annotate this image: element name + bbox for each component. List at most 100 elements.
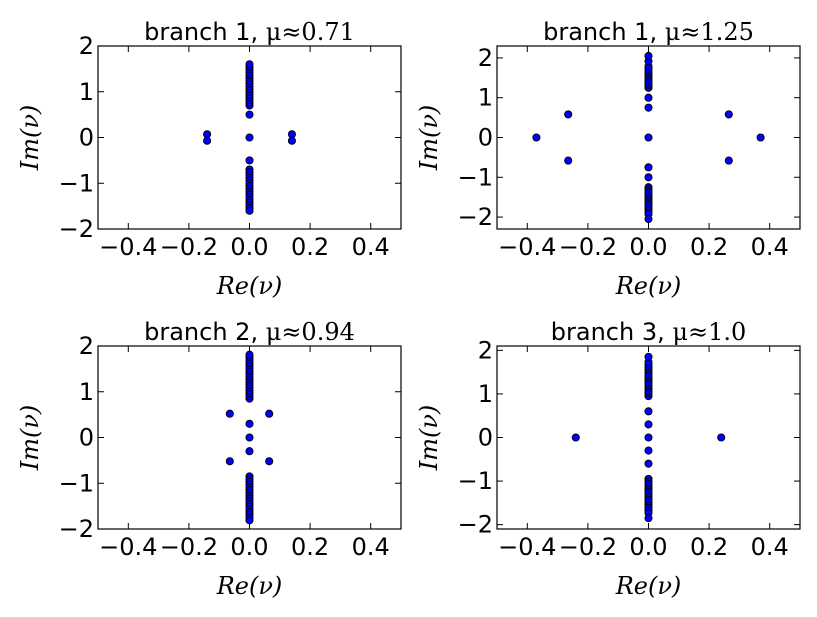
subplot-title-mu: μ≈0.94 [266, 318, 355, 346]
data-point [644, 514, 653, 523]
x-tick-label: 0.4 [352, 233, 390, 261]
y-axis-label: Im(ν) [16, 105, 44, 172]
data-point [225, 409, 234, 418]
subplot-title-text: branch 2, [144, 318, 266, 346]
subplot-1: branch 1, μ≈0.71 −0.4 −0.2 0.0 0.2 0.4 2 1 0 −1 −2… [16, 18, 402, 300]
y-tick-label: 1 [79, 378, 94, 406]
subplot-title-text: branch 1, [543, 18, 665, 46]
data-point [245, 60, 254, 69]
data-point [571, 433, 580, 442]
x-tick-label: 0.0 [629, 233, 667, 261]
data-point [265, 457, 274, 466]
x-axis-label: Re(ν) [216, 572, 283, 600]
x-tick-label: −0.4 [498, 233, 556, 261]
y-tick-label: −2 [59, 515, 94, 543]
y-tick-label: −1 [59, 469, 94, 497]
x-axis-label: Re(ν) [615, 272, 682, 300]
data-point [203, 136, 212, 145]
y-tick-label: 0 [79, 124, 94, 152]
data-point [644, 173, 653, 182]
x-axis-label: Re(ν) [216, 272, 283, 300]
x-tick-label: −0.4 [498, 533, 556, 561]
y-tick-label: 0 [478, 424, 493, 452]
y-tick-label: 2 [478, 44, 493, 72]
data-point [644, 352, 653, 361]
data-point [532, 133, 541, 142]
subplot-title-text: branch 1, [144, 18, 266, 46]
y-tick-label: 0 [79, 424, 94, 452]
y-tick-label: −2 [458, 203, 493, 231]
data-point [287, 136, 296, 145]
subplot-2: branch 1, μ≈1.25 −0.4 −0.2 0.0 0.2 0.4 2 1 0 −1 −2… [415, 18, 801, 300]
data-point [644, 459, 653, 468]
data-point [245, 156, 254, 165]
data-point [644, 51, 653, 60]
data-point [644, 103, 653, 112]
x-tick-label: 0.4 [751, 533, 789, 561]
x-tick-label: 0.2 [291, 233, 329, 261]
y-tick-label: −1 [458, 467, 493, 495]
data-point [245, 110, 254, 119]
data-point [225, 457, 234, 466]
data-point [265, 409, 274, 418]
x-axis-label: Re(ν) [615, 572, 682, 600]
x-tick-label: 0.0 [230, 233, 268, 261]
data-point [644, 93, 653, 102]
subplot-4: branch 3, μ≈1.0 −0.4 −0.2 0.0 0.2 0.4 2 1 0 −1 −2 R… [415, 318, 801, 600]
data-point [644, 420, 653, 429]
subplot-title: branch 1, μ≈0.71 [144, 18, 355, 46]
y-tick-label: 1 [79, 78, 94, 106]
subplot-title-mu: μ≈0.71 [266, 18, 355, 46]
y-tick-label: 2 [478, 336, 493, 364]
data-point [245, 516, 254, 525]
x-tick-label: 0.2 [690, 533, 728, 561]
x-tick-label: −0.4 [99, 533, 157, 561]
subplot-title: branch 1, μ≈1.25 [543, 18, 754, 46]
data-point [644, 407, 653, 416]
x-tick-label: −0.4 [99, 233, 157, 261]
y-axis-label: Im(ν) [16, 405, 44, 472]
data-point [245, 419, 254, 428]
y-tick-label: −2 [59, 215, 94, 243]
data-point [245, 133, 254, 142]
x-tick-label: −0.2 [160, 233, 218, 261]
data-point [717, 433, 726, 442]
data-point [644, 163, 653, 172]
data-point [756, 133, 765, 142]
y-axis-label: Im(ν) [415, 105, 443, 172]
x-tick-label: −0.2 [559, 533, 617, 561]
subplot-title: branch 3, μ≈1.0 [551, 318, 746, 346]
subplot-title-mu: μ≈1.25 [665, 18, 754, 46]
x-tick-label: −0.2 [559, 233, 617, 261]
data-point [644, 133, 653, 142]
plot-frame [496, 45, 801, 230]
subplot-title-text: branch 3, [551, 318, 673, 346]
y-tick-label: 0 [478, 124, 493, 152]
x-tick-label: 0.2 [291, 533, 329, 561]
data-point [724, 156, 733, 165]
y-tick-label: 2 [79, 32, 94, 60]
x-tick-label: −0.2 [160, 533, 218, 561]
y-tick-label: 2 [79, 332, 94, 360]
x-tick-label: 0.0 [230, 533, 268, 561]
x-tick-label: 0.4 [751, 233, 789, 261]
data-point [644, 433, 653, 442]
y-tick-label: −1 [59, 169, 94, 197]
y-tick-label: −1 [458, 163, 493, 191]
subplot-title-mu: μ≈1.0 [672, 318, 746, 346]
data-point [245, 206, 254, 215]
data-point [644, 446, 653, 455]
plot-frame [97, 45, 402, 230]
plot-frame [97, 345, 402, 530]
x-tick-label: 0.0 [629, 533, 667, 561]
x-tick-label: 0.2 [690, 233, 728, 261]
data-point [245, 447, 254, 456]
data-point [245, 433, 254, 442]
y-axis-label: Im(ν) [415, 405, 443, 472]
data-point [245, 350, 254, 359]
data-point [564, 156, 573, 165]
subplot-title: branch 2, μ≈0.94 [144, 318, 355, 346]
y-tick-label: 1 [478, 84, 493, 112]
